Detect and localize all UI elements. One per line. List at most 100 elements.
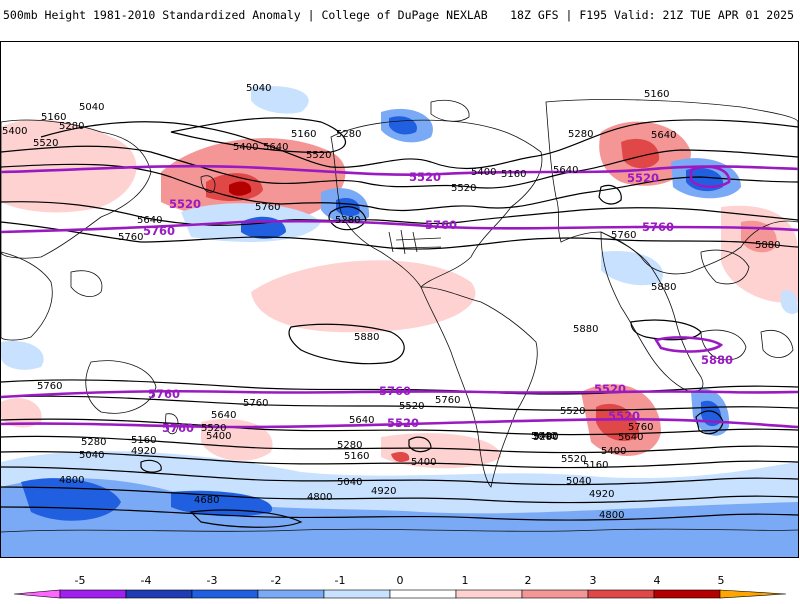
contour-label: 4920 xyxy=(589,489,614,500)
contour-label: 5760 xyxy=(255,202,280,213)
contour-label: 5520 xyxy=(561,454,586,465)
colorbar-tick: 1 xyxy=(462,574,469,587)
contour-label: 5760 xyxy=(118,232,143,243)
contour-label: 5640 xyxy=(531,431,556,442)
contour-label: 5640 xyxy=(553,165,578,176)
contour-label: 5520 xyxy=(560,406,585,417)
colorbar: -5 -4 -3 -2 -1 0 1 2 3 4 5 xyxy=(0,568,800,600)
purple-contour-label: 5520 xyxy=(409,170,441,184)
colorbar-tick: 5 xyxy=(718,574,725,587)
contour-label: 5400 xyxy=(233,142,258,153)
colorbar-tick: 4 xyxy=(654,574,661,587)
colorbar-segment xyxy=(521,589,589,599)
colorbar-segment xyxy=(653,589,721,599)
contour-label: 5160 xyxy=(41,112,66,123)
colorbar-tick: -1 xyxy=(335,574,346,587)
contour-label: 5880 xyxy=(573,324,598,335)
contour-label: 5160 xyxy=(644,89,669,100)
colorbar-tick: 0 xyxy=(397,574,404,587)
contour-label: 4920 xyxy=(371,486,396,497)
height-labels: 5040 5040 5160 5280 5400 5520 5160 5280 … xyxy=(2,83,780,521)
contour-label: 5280 xyxy=(533,432,558,443)
purple-contour-label: 5760 xyxy=(143,224,175,238)
coastlines xyxy=(1,99,798,533)
purple-contour-label: 5760 xyxy=(148,387,180,401)
colorbar-tick: 3 xyxy=(590,574,597,587)
anomaly-map[interactable]: 5040 5040 5160 5280 5400 5520 5160 5280 … xyxy=(0,41,799,558)
purple-contour-label: 5520 xyxy=(169,197,201,211)
contour-label: 5760 xyxy=(243,398,268,409)
purple-contour-label: 5520 xyxy=(608,409,640,423)
contour-label: 5040 xyxy=(246,83,271,94)
contour-label: 5520 xyxy=(201,423,226,434)
contour-label: 4800 xyxy=(59,475,84,486)
contour-label: 5760 xyxy=(611,230,636,241)
contour-label: 5280 xyxy=(335,215,360,226)
contour-label: 5880 xyxy=(354,332,379,343)
contour-label: 5160 xyxy=(131,435,156,446)
colorbar-segment xyxy=(59,589,127,599)
contour-label: 5160 xyxy=(344,451,369,462)
colorbar-segment xyxy=(587,589,655,599)
colorbar-tick: -2 xyxy=(271,574,282,587)
contour-label: 4920 xyxy=(131,446,156,457)
contour-label: 5640 xyxy=(263,142,288,153)
colorbar-segment xyxy=(191,589,259,599)
colorbar-ticks: -5 -4 -3 -2 -1 0 1 2 3 4 5 xyxy=(75,574,725,587)
purple-contour-label: 5760 xyxy=(162,421,194,435)
contour-label: 5280 xyxy=(59,121,84,132)
purple-contour-label: 5520 xyxy=(387,416,419,430)
contour-label: 5760 xyxy=(435,395,460,406)
contour-label: 5280 xyxy=(337,440,362,451)
contour-label: 5520 xyxy=(451,183,476,194)
colorbar-segment xyxy=(455,589,523,599)
contour-label: 5520 xyxy=(306,150,331,161)
contour-label: 5040 xyxy=(566,476,591,487)
model-run-info: 18Z GFS | F195 Valid: 21Z TUE APR 01 202… xyxy=(510,8,794,22)
contour-label: 5880 xyxy=(651,282,676,293)
contour-label: 5160 xyxy=(583,460,608,471)
contour-label: 5400 xyxy=(2,126,27,137)
negative-anomaly-shading xyxy=(1,86,798,557)
colorbar-segment xyxy=(257,589,325,599)
contour-label: 5640 xyxy=(349,415,374,426)
contour-label: 5400 xyxy=(471,167,496,178)
contour-label: 4680 xyxy=(194,495,219,506)
purple-contour-label: 5760 xyxy=(425,218,457,232)
contour-label: 5640 xyxy=(137,215,162,226)
contour-label: 5160 xyxy=(291,129,316,140)
contour-label: 4800 xyxy=(307,492,332,503)
contour-label: 4800 xyxy=(599,510,624,521)
colorbar-segment xyxy=(389,589,457,599)
contour-label: 5520 xyxy=(33,138,58,149)
contour-label: 5040 xyxy=(337,477,362,488)
colorbar-tick: -4 xyxy=(141,574,152,587)
map-title: 500mb Height 1981-2010 Standardized Anom… xyxy=(3,8,488,22)
colorbar-segment xyxy=(13,589,61,599)
reference-labels: 5520 5760 5520 5760 5520 5760 5880 5760 … xyxy=(143,170,733,435)
reference-contours xyxy=(1,164,798,429)
purple-contour-label: 5520 xyxy=(627,171,659,185)
colorbar-segments xyxy=(13,589,787,599)
colorbar-tick: 2 xyxy=(525,574,532,587)
contour-label: 5760 xyxy=(37,381,62,392)
purple-contour-label: 5880 xyxy=(701,353,733,367)
contour-label: 5880 xyxy=(755,240,780,251)
contour-label: 5040 xyxy=(79,450,104,461)
contour-label: 5400 xyxy=(601,446,626,457)
contour-label: 5400 xyxy=(411,457,436,468)
contour-label: 5280 xyxy=(336,129,361,140)
colorbar-tick: -3 xyxy=(207,574,218,587)
purple-contour-label: 5760 xyxy=(642,220,674,234)
contour-label: 5160 xyxy=(501,169,526,180)
contour-label: 5400 xyxy=(206,431,231,442)
contour-label: 5280 xyxy=(81,437,106,448)
colorbar-segment xyxy=(719,589,787,599)
purple-contour-label: 5760 xyxy=(379,384,411,398)
purple-contour-label: 5520 xyxy=(594,382,626,396)
colorbar-segment xyxy=(323,589,391,599)
colorbar-segment xyxy=(125,589,193,599)
contour-label: 5280 xyxy=(568,129,593,140)
header-bar: 500mb Height 1981-2010 Standardized Anom… xyxy=(0,0,800,30)
contour-label: 5520 xyxy=(399,401,424,412)
